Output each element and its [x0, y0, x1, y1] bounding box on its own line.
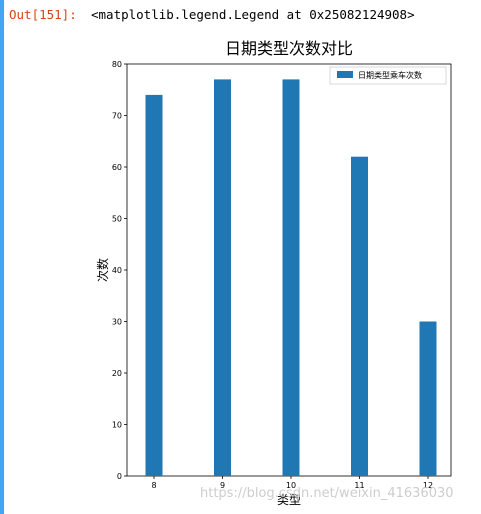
y-tick-label: 80: [112, 60, 122, 69]
bar-10: [282, 79, 300, 477]
bar-11: [351, 156, 368, 476]
x-axis-label: 类型: [277, 493, 301, 507]
x-tick-label: 8: [151, 481, 156, 490]
bar-12: [419, 321, 437, 476]
y-tick-label: 50: [112, 215, 122, 224]
y-tick-label: 30: [112, 318, 122, 327]
y-axis-label: 次数: [95, 258, 110, 282]
legend-swatch: [337, 71, 353, 78]
y-tick-label: 20: [112, 369, 122, 378]
bar-8: [145, 94, 163, 477]
legend-box: [329, 66, 447, 85]
bar-9: [214, 79, 231, 477]
watermark: https://blog.csdn.net/weixin_41636030: [200, 486, 454, 501]
y-tick-label: 0: [117, 472, 122, 481]
x-tick-label: 9: [220, 481, 225, 490]
output-text: <matplotlib.legend.Legend at 0x250821249…: [91, 7, 415, 22]
x-axis-ticks: 8 9 10 11 12: [151, 476, 433, 490]
y-tick-label: 60: [112, 163, 122, 172]
cell-indicator: [0, 0, 4, 514]
legend: 日期类型乘车次数: [329, 66, 447, 85]
y-tick-label: 10: [112, 421, 122, 430]
bars-group: [145, 79, 437, 477]
y-tick-label: 70: [112, 112, 122, 121]
output-prompt: Out[151]:: [9, 7, 77, 22]
legend-label: 日期类型乘车次数: [358, 70, 422, 80]
y-tick-label: 40: [112, 266, 122, 275]
y-axis-ticks: 0 10 20 30 40 50 60 70 80: [112, 60, 127, 481]
chart-title: 日期类型次数对比: [225, 39, 353, 58]
x-tick-label: 10: [286, 481, 296, 490]
x-tick-label: 12: [423, 481, 433, 490]
x-tick-label: 11: [354, 481, 364, 490]
